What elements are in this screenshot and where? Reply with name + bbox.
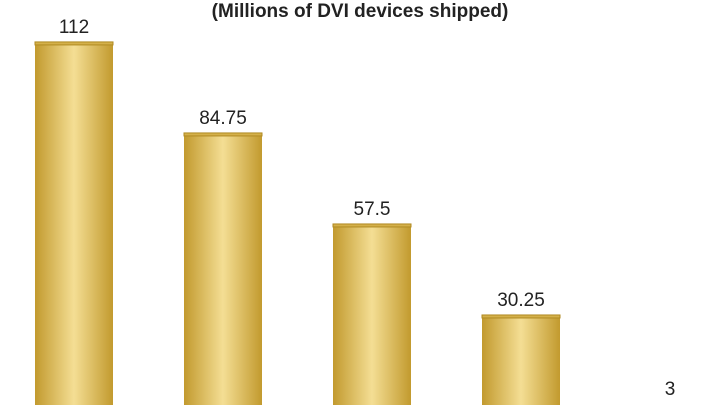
bar (184, 132, 262, 405)
value-label: 57.5 (354, 199, 391, 220)
bar (333, 223, 411, 405)
bar-cap (481, 314, 561, 319)
bar-cap (34, 41, 114, 46)
value-label: 30.25 (497, 290, 545, 311)
value-label: 84.75 (199, 108, 247, 129)
bar (35, 41, 113, 405)
bar (482, 314, 560, 405)
bar-cap (183, 132, 263, 137)
value-label: 112 (59, 17, 89, 38)
value-label: 3 (665, 379, 676, 400)
bar-cap (332, 223, 412, 228)
chart-subtitle: (Millions of DVI devices shipped) (212, 1, 509, 22)
